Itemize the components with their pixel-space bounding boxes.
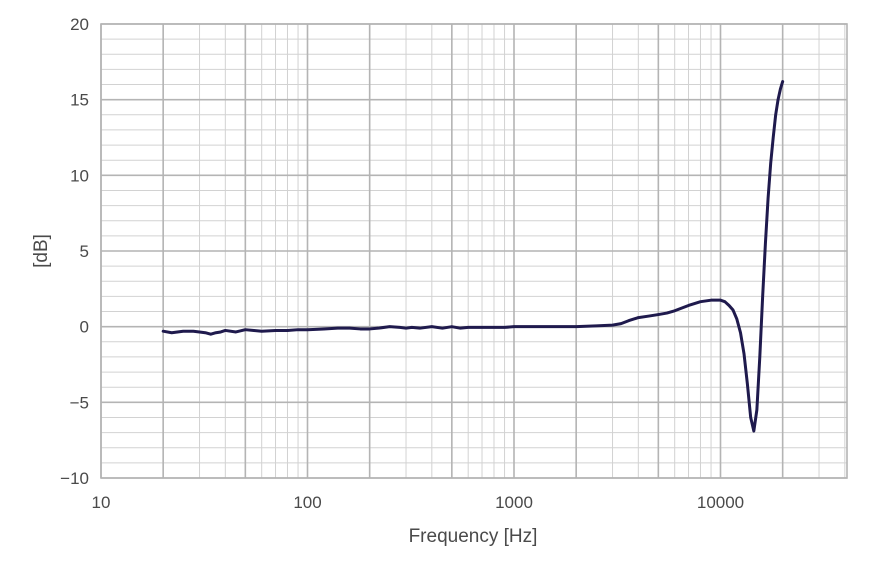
y-tick-label: −5 bbox=[70, 393, 89, 412]
x-tick-label: 10000 bbox=[697, 493, 744, 512]
x-axis-label: Frequency [Hz] bbox=[409, 526, 538, 547]
frequency-response-line bbox=[161, 80, 785, 433]
y-tick-label: 15 bbox=[70, 91, 89, 110]
x-tick-label: 1000 bbox=[495, 493, 533, 512]
y-tick-label: 0 bbox=[80, 318, 89, 337]
y-axis-label: [dB] bbox=[31, 234, 52, 268]
y-tick-label: 20 bbox=[70, 15, 89, 34]
series-lines bbox=[161, 80, 785, 433]
plot-border bbox=[100, 23, 848, 479]
y-tick-label: 10 bbox=[70, 166, 89, 185]
x-tick-label: 10 bbox=[92, 493, 111, 512]
x-tick-label: 100 bbox=[293, 493, 321, 512]
major-grid bbox=[100, 23, 847, 479]
y-tick-label: −10 bbox=[60, 469, 89, 488]
plot-frame bbox=[100, 23, 848, 479]
y-tick-labels: 20 15 10 5 0 −5 −10 bbox=[60, 15, 89, 488]
y-tick-label: 5 bbox=[80, 242, 89, 261]
x-tick-labels: 10 100 1000 10000 bbox=[92, 493, 745, 512]
